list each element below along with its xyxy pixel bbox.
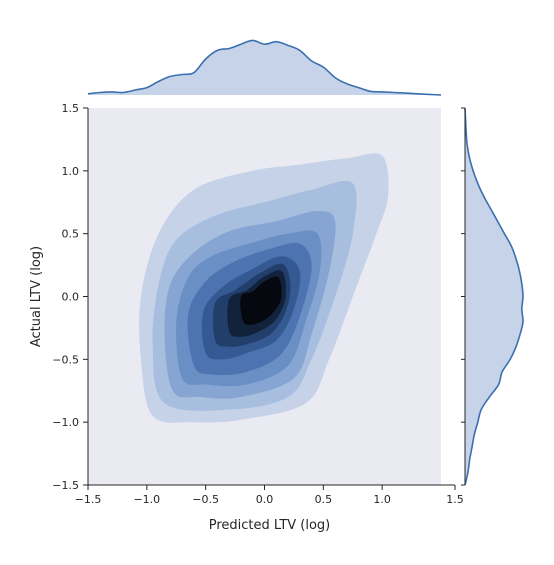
right-marginal-fill (465, 108, 524, 485)
y-tick-label: −0.5 (52, 353, 79, 366)
kde-contours (139, 153, 389, 423)
top-marginal-fill (88, 40, 441, 95)
x-tick-label: −0.5 (192, 493, 219, 506)
x-tick-label: 0.0 (256, 493, 274, 506)
x-axis-label: Predicted LTV (log) (209, 518, 331, 533)
right-marginal-line (464, 107, 524, 486)
x-tick-label: −1.5 (75, 493, 102, 506)
y-tick-label: 0.0 (62, 291, 80, 304)
x-axis-ticks: −1.5 −1.0 −0.5 0.0 0.5 1.0 1.5 (75, 485, 464, 506)
y-tick-label: −1.5 (52, 479, 79, 492)
y-axis-ticks: 1.5 1.0 0.5 0.0 −0.5 −1.0 −1.5 (52, 102, 465, 492)
right-marginal-kde (464, 107, 524, 486)
y-tick-label: 1.0 (62, 165, 80, 178)
y-tick-label: 1.5 (62, 102, 80, 115)
y-tick-label: 0.5 (62, 228, 80, 241)
top-marginal-line (87, 39, 442, 96)
x-tick-label: 0.5 (315, 493, 333, 506)
y-axis-label: Actual LTV (log) (29, 246, 44, 347)
x-tick-label: 1.0 (373, 493, 391, 506)
contour-level-9 (240, 276, 282, 326)
y-tick-label: −1.0 (52, 416, 79, 429)
top-marginal-kde (87, 39, 442, 96)
x-tick-label: 1.5 (446, 493, 464, 506)
x-tick-label: −1.0 (133, 493, 160, 506)
